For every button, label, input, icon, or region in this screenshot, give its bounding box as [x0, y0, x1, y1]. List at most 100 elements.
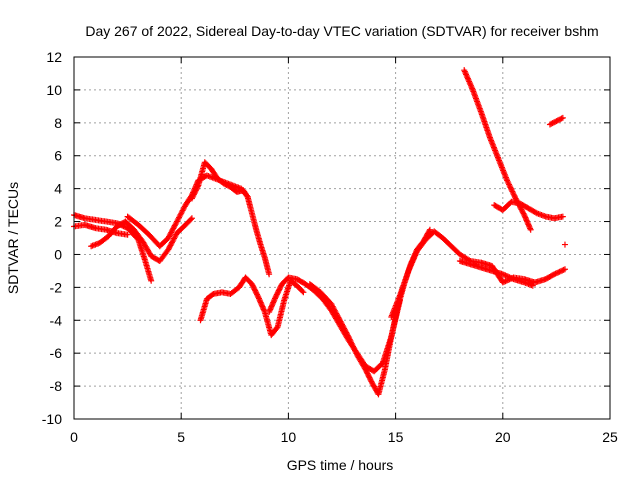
- data-point: [529, 282, 536, 289]
- data-point: [532, 209, 539, 216]
- data-point: [509, 275, 516, 282]
- y-axis-label: SDTVAR / TECUs: [5, 182, 21, 294]
- x-tick-label: 0: [70, 429, 78, 445]
- data-point: [362, 366, 369, 373]
- data-point: [251, 286, 258, 293]
- data-point: [190, 191, 197, 198]
- data-point: [364, 370, 371, 377]
- data-point: [363, 367, 370, 374]
- data-point: [187, 216, 194, 223]
- y-tick-label: -2: [50, 279, 63, 295]
- data-point: [191, 190, 198, 197]
- series-12: [546, 114, 566, 128]
- data-point: [254, 291, 261, 298]
- data-point: [504, 177, 511, 184]
- data-point: [188, 215, 195, 222]
- data-point: [250, 285, 257, 292]
- data-point: [505, 273, 512, 280]
- data-point: [551, 271, 558, 278]
- data-point: [347, 337, 354, 344]
- data-point: [560, 266, 567, 273]
- data-point: [194, 183, 201, 190]
- data-point: [352, 347, 359, 354]
- data-point: [506, 181, 513, 188]
- grid-lines: [74, 57, 610, 419]
- y-tick-label: 0: [54, 246, 62, 262]
- y-tick-label: 2: [54, 214, 62, 230]
- data-point: [252, 288, 259, 295]
- y-tick-label: 12: [46, 49, 62, 65]
- series-13: [561, 241, 568, 248]
- data-point: [510, 189, 517, 196]
- data-point: [272, 294, 279, 301]
- data-point: [426, 226, 433, 233]
- data-point: [505, 180, 512, 187]
- data-point: [266, 271, 273, 278]
- data-point: [277, 283, 284, 290]
- plot-frame: [73, 56, 611, 420]
- x-tick-label: 15: [388, 429, 404, 445]
- data-point: [512, 194, 519, 201]
- y-tick-label: -10: [42, 411, 62, 427]
- data-point: [346, 335, 353, 342]
- data-point: [192, 187, 199, 194]
- data-point: [559, 213, 566, 220]
- data-point: [350, 343, 357, 350]
- data-point: [250, 283, 257, 290]
- data-point: [366, 374, 373, 381]
- tick-marks: [73, 56, 611, 420]
- data-point: [503, 273, 510, 280]
- data-point: [507, 184, 514, 191]
- data-point: [506, 274, 513, 281]
- data-point: [190, 192, 197, 199]
- y-tick-label: 6: [54, 148, 62, 164]
- data-point: [273, 325, 280, 332]
- data-point: [300, 289, 307, 296]
- chart-title: Day 267 of 2022, Sidereal Day-to-day VTE…: [85, 23, 598, 39]
- data-point: [553, 269, 560, 276]
- y-tick-label: -6: [50, 345, 63, 361]
- series-9: [456, 258, 536, 289]
- data-point: [189, 194, 196, 201]
- data-point: [561, 241, 568, 248]
- data-point: [552, 270, 559, 277]
- data-point: [508, 185, 515, 192]
- series-4: [188, 159, 251, 202]
- data-point: [243, 192, 250, 199]
- data-point: [121, 223, 128, 230]
- data-point: [244, 193, 251, 200]
- y-tick-label: -4: [50, 312, 63, 328]
- series-2: [88, 215, 195, 265]
- data-point: [501, 271, 508, 278]
- data-point: [508, 187, 515, 194]
- data-point: [558, 115, 565, 122]
- data-point: [299, 288, 306, 295]
- data-point: [344, 332, 351, 339]
- data-point: [248, 281, 255, 288]
- y-tick-labels: -10 -8 -6 -4 -2 0 2 4 6 8 10 12: [42, 49, 62, 427]
- x-tick-label: 25: [602, 429, 618, 445]
- data-point: [194, 184, 201, 191]
- data-point: [352, 349, 359, 356]
- data-point: [188, 195, 195, 202]
- data-point: [348, 339, 355, 346]
- data-point: [507, 274, 514, 281]
- data-point: [345, 333, 352, 340]
- y-tick-label: 4: [54, 181, 62, 197]
- data-point: [363, 369, 370, 376]
- x-tick-labels: 0 5 10 15 20 25: [70, 429, 618, 445]
- data-point: [192, 188, 199, 195]
- data-point: [350, 344, 357, 351]
- data-point: [148, 277, 155, 284]
- data-point: [559, 267, 566, 274]
- data-point: [275, 287, 282, 294]
- data-point: [367, 377, 374, 384]
- data-point: [277, 285, 284, 292]
- x-axis-label: GPS time / hours: [287, 457, 394, 473]
- data-point: [499, 271, 506, 278]
- data-point: [520, 210, 527, 217]
- data-point: [502, 272, 509, 279]
- y-tick-label: -8: [50, 378, 63, 394]
- data-point: [365, 371, 372, 378]
